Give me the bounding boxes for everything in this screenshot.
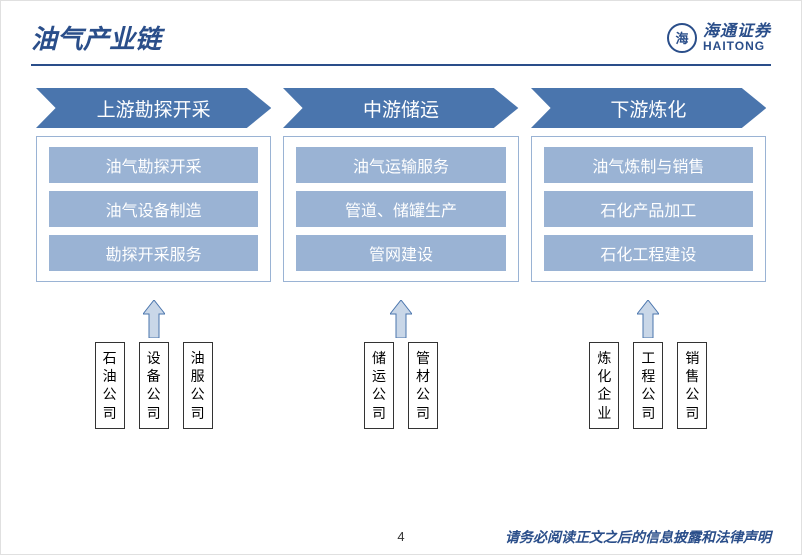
page-number: 4 (397, 529, 404, 544)
item-box: 油气炼制与销售 (544, 147, 753, 183)
company-group-downstream: 炼化企业 工程公司 销售公司 (531, 342, 766, 429)
logo-en: HAITONG (703, 40, 771, 52)
arrow-up-icon (637, 300, 659, 338)
items-container-downstream: 油气炼制与销售 石化产品加工 石化工程建设 (531, 136, 766, 282)
item-box: 油气运输服务 (296, 147, 505, 183)
chain-diagram: 上游勘探开采 油气勘探开采 油气设备制造 勘探开采服务 中游储运 油气运输服务 … (1, 66, 801, 290)
page-title: 油气产业链 (31, 19, 161, 56)
company-box: 销售公司 (677, 342, 707, 429)
item-box: 石化工程建设 (544, 235, 753, 271)
chain-column-midstream: 中游储运 油气运输服务 管道、储罐生产 管网建设 (283, 88, 518, 282)
column-header-upstream: 上游勘探开采 (36, 88, 271, 128)
chain-column-upstream: 上游勘探开采 油气勘探开采 油气设备制造 勘探开采服务 (36, 88, 271, 282)
header-label: 下游炼化 (610, 95, 686, 122)
up-arrows-row (1, 290, 801, 338)
company-box: 工程公司 (633, 342, 663, 429)
chain-column-downstream: 下游炼化 油气炼制与销售 石化产品加工 石化工程建设 (531, 88, 766, 282)
brand-logo: 海 海通证券 HAITONG (667, 23, 771, 53)
item-box: 管道、储罐生产 (296, 191, 505, 227)
column-header-midstream: 中游储运 (283, 88, 518, 128)
company-group-upstream: 石油公司 设备公司 油服公司 (36, 342, 271, 429)
up-arrow-section (36, 300, 271, 338)
company-box: 设备公司 (139, 342, 169, 429)
item-box: 勘探开采服务 (49, 235, 258, 271)
header-label: 中游储运 (363, 95, 439, 122)
logo-text: 海通证券 HAITONG (703, 24, 771, 52)
item-box: 石化产品加工 (544, 191, 753, 227)
arrow-up-icon (390, 300, 412, 338)
header: 油气产业链 海 海通证券 HAITONG (1, 1, 801, 64)
company-box: 储运公司 (364, 342, 394, 429)
up-arrow-section (283, 300, 518, 338)
items-container-upstream: 油气勘探开采 油气设备制造 勘探开采服务 (36, 136, 271, 282)
logo-icon: 海 (667, 23, 697, 53)
disclaimer-text: 请务必阅读正文之后的信息披露和法律声明 (505, 527, 771, 547)
arrow-up-icon (143, 300, 165, 338)
company-box: 管材公司 (408, 342, 438, 429)
companies-row: 石油公司 设备公司 油服公司 储运公司 管材公司 炼化企业 工程公司 销售公司 (1, 338, 801, 429)
item-box: 油气设备制造 (49, 191, 258, 227)
company-box: 油服公司 (183, 342, 213, 429)
company-box: 石油公司 (95, 342, 125, 429)
item-box: 管网建设 (296, 235, 505, 271)
footer: 4 请务必阅读正文之后的信息披露和法律声明 (1, 529, 801, 544)
items-container-midstream: 油气运输服务 管道、储罐生产 管网建设 (283, 136, 518, 282)
up-arrow-section (531, 300, 766, 338)
company-box: 炼化企业 (589, 342, 619, 429)
item-box: 油气勘探开采 (49, 147, 258, 183)
header-label: 上游勘探开采 (97, 95, 211, 122)
company-group-midstream: 储运公司 管材公司 (283, 342, 518, 429)
column-header-downstream: 下游炼化 (531, 88, 766, 128)
logo-cn: 海通证券 (703, 24, 771, 40)
